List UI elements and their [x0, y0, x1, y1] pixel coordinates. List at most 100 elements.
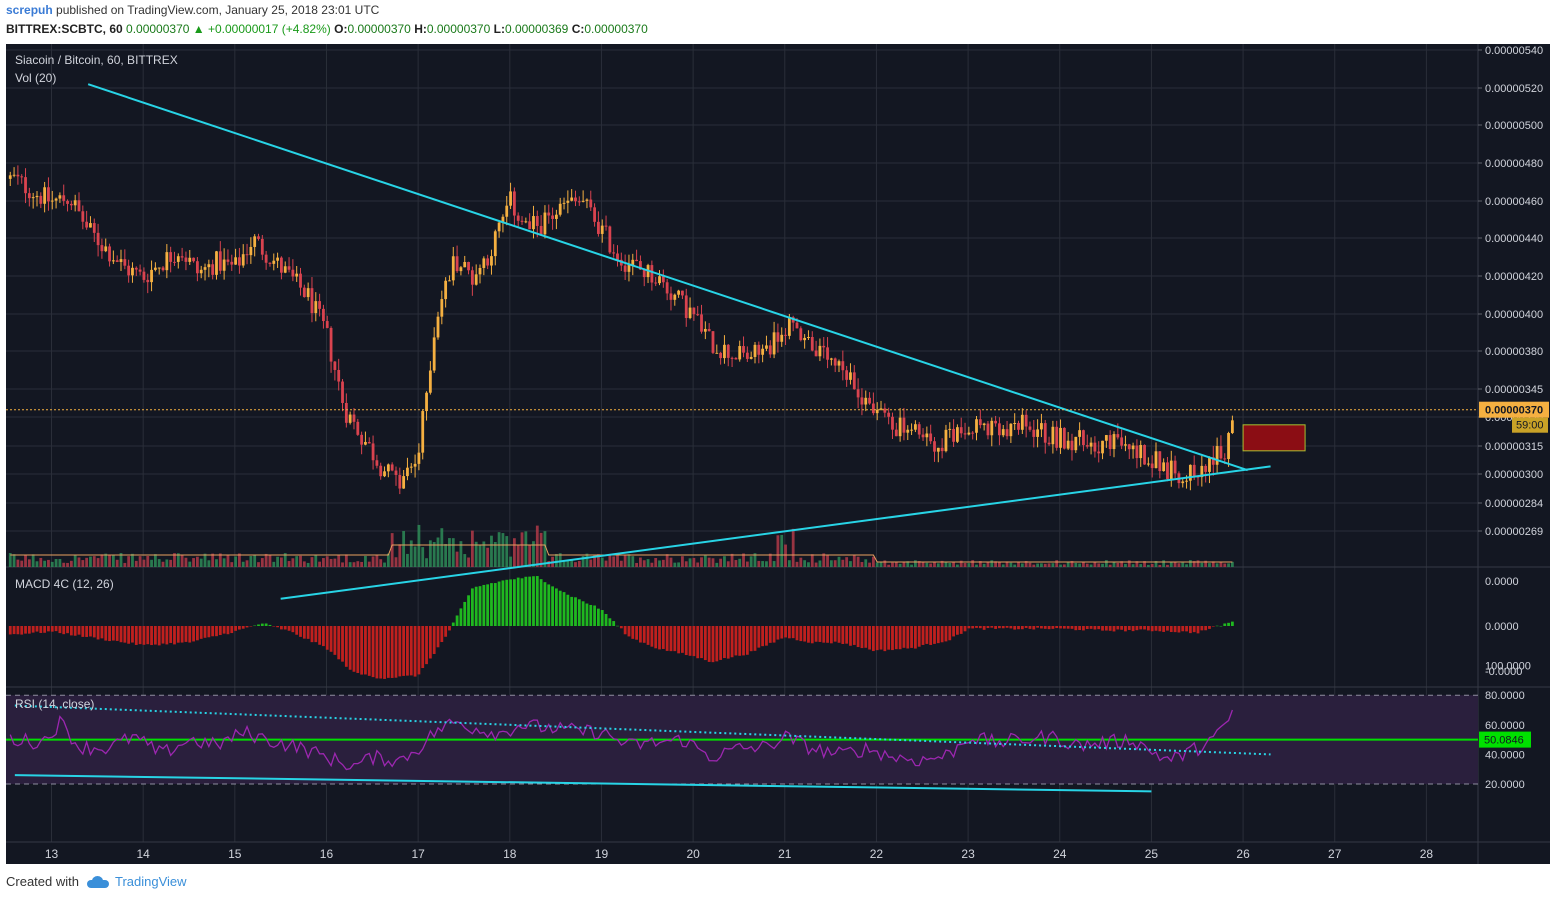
rsi-tick-label: 100.0000 [1485, 661, 1531, 673]
price-trendlines[interactable] [6, 83, 1478, 600]
macd-bar [1211, 626, 1215, 627]
macd-bar [700, 626, 703, 659]
rsi-value-tag [1479, 731, 1531, 748]
candle-body [268, 262, 272, 264]
author-name[interactable]: screpuh [6, 3, 53, 17]
macd-bar [627, 626, 631, 637]
volume-bar [364, 555, 367, 567]
candle-body [852, 372, 856, 390]
candle-body [352, 414, 356, 422]
volume-bar [1005, 561, 1009, 567]
macd-bar [50, 626, 54, 632]
volume-bar [807, 562, 810, 567]
volume-bar [1162, 560, 1166, 567]
candle-body [1024, 414, 1028, 427]
candle-body [234, 257, 237, 265]
volume-bar [1047, 563, 1051, 567]
high-label: H: [414, 22, 427, 36]
candle-body [524, 221, 528, 223]
macd-bar [715, 626, 719, 662]
volume-bar [360, 561, 364, 567]
macd-bar [459, 608, 463, 626]
macd-bar [146, 626, 150, 645]
macd-tick-label: -0.0000 [1485, 666, 1522, 678]
volume-bar [933, 562, 936, 567]
candle-body [207, 264, 211, 268]
candle-body [1227, 433, 1230, 459]
macd-bar [688, 626, 692, 656]
volume-bar [1215, 563, 1219, 567]
macd-bar [593, 605, 596, 626]
macd-bar [493, 583, 497, 626]
candle-body [520, 220, 524, 222]
macd-bar [501, 580, 505, 626]
macd-bar [1024, 626, 1028, 628]
macd-bar [131, 626, 134, 643]
volume-bar [730, 553, 734, 567]
macd-bar [581, 601, 585, 626]
macd-bar [894, 626, 898, 650]
candle-body [589, 199, 593, 208]
volume-bar [684, 561, 688, 567]
chart-svg[interactable]: 0.00000540 0.00000520 0.00000500 0.00000480… [6, 44, 1550, 864]
volume-bar [31, 554, 35, 567]
volume-bar [398, 544, 402, 567]
macd-bar [906, 626, 910, 649]
macd-bar [1066, 626, 1070, 629]
volume-bar [1120, 561, 1124, 567]
macd-bar [1169, 626, 1173, 633]
candle-body [1223, 458, 1227, 460]
chart-area[interactable]: 0.00000540 0.00000520 0.00000500 0.00000480… [6, 44, 1550, 864]
candle-body [925, 433, 929, 438]
rsi-tick-label: 80.0000 [1485, 690, 1525, 702]
volume-bar [50, 561, 54, 567]
macd-bar [891, 626, 894, 651]
candle-body [134, 267, 138, 270]
candle-body [535, 216, 539, 226]
volume-bar [1082, 562, 1085, 567]
candle-body [677, 290, 681, 295]
macd-bar [138, 626, 142, 645]
macd-bar [1104, 626, 1108, 631]
macd-bar [936, 626, 940, 644]
volume-bar [176, 553, 180, 567]
candle-body [386, 464, 390, 472]
macd-bar [562, 592, 566, 626]
macd-bar [497, 581, 501, 626]
candle-body [982, 423, 986, 426]
volume-bar [333, 558, 337, 567]
volume-bar [47, 559, 50, 567]
macd-bar [245, 626, 249, 628]
price-tick-label: 0.00000540 [1485, 45, 1543, 57]
candle-body [1208, 457, 1211, 472]
rsi-title: RSI (14, close) [15, 697, 94, 711]
price-tick-label: 0.00000440 [1485, 233, 1543, 245]
candle-body [826, 347, 829, 360]
date-tick-label: 19 [595, 847, 609, 861]
candle-body [787, 317, 791, 336]
candle-body [12, 174, 16, 176]
tradingview-link[interactable]: TradingView [114, 874, 187, 889]
volume-bar [604, 560, 608, 567]
candle-body [73, 200, 77, 206]
candle-body [1036, 429, 1040, 437]
candle-body [16, 174, 20, 177]
candle-body [486, 258, 490, 266]
candle-body [432, 337, 436, 371]
candle-body [428, 370, 432, 393]
macd-bar [108, 626, 111, 642]
candle-body [329, 327, 333, 362]
volume-bar [24, 554, 27, 567]
macd-bar [211, 626, 215, 637]
candle-body [612, 252, 616, 254]
volume-bar [1173, 562, 1177, 567]
volume-bar [299, 555, 302, 567]
candle-body [1166, 462, 1169, 480]
volume-bar [577, 560, 581, 567]
macd-bar [1135, 626, 1139, 631]
volume-bar [818, 560, 822, 567]
candle-body [379, 465, 383, 477]
candle-body [669, 293, 673, 300]
volume-bar [302, 561, 306, 567]
candle-body [879, 408, 883, 410]
